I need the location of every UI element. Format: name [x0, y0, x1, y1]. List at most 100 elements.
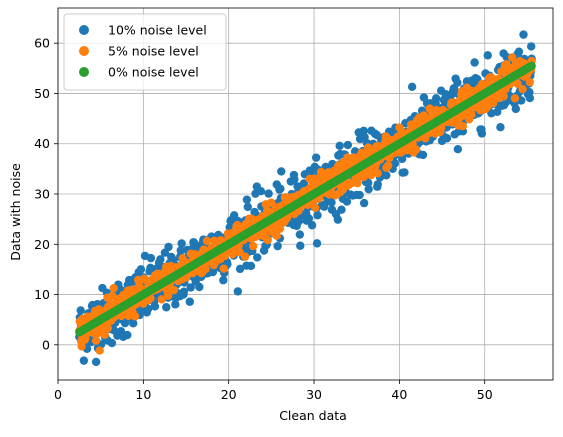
data-point	[186, 283, 195, 292]
data-point	[164, 242, 173, 252]
data-point	[76, 306, 85, 315]
y-tick-label: 0	[42, 337, 50, 352]
data-point	[442, 134, 452, 143]
points	[75, 30, 536, 367]
legend-marker	[79, 67, 89, 77]
data-point	[79, 356, 89, 365]
data-point	[177, 239, 186, 248]
data-point	[264, 189, 273, 198]
data-point	[390, 159, 400, 168]
data-point	[383, 161, 393, 170]
data-point	[157, 295, 166, 304]
y-tick-label: 60	[34, 36, 50, 51]
data-point	[359, 126, 368, 136]
y-tick-label: 20	[34, 237, 50, 252]
data-point	[359, 198, 369, 208]
data-point	[100, 330, 109, 339]
data-point	[311, 153, 321, 162]
data-point	[169, 285, 179, 295]
data-point	[246, 261, 256, 271]
data-point	[527, 42, 536, 51]
data-point	[240, 252, 250, 261]
legend-marker	[79, 46, 89, 56]
data-point	[525, 77, 535, 87]
data-point	[343, 140, 353, 150]
data-point	[496, 122, 505, 132]
data-point	[179, 287, 189, 296]
data-point	[95, 346, 104, 355]
data-point	[163, 291, 173, 300]
data-point	[364, 184, 373, 194]
y-tick-label: 10	[34, 287, 50, 302]
data-point	[510, 94, 520, 103]
legend-label: 10% noise level	[108, 23, 207, 38]
data-point	[228, 249, 238, 259]
data-point	[150, 302, 160, 311]
data-point	[296, 241, 305, 250]
data-point	[418, 150, 428, 160]
y-tick-label: 40	[34, 136, 50, 151]
data-point	[382, 171, 391, 180]
legend-label: 5% noise level	[108, 44, 199, 59]
legend-box	[63, 13, 227, 91]
data-point	[502, 60, 511, 69]
data-point	[373, 180, 382, 189]
data-point	[483, 51, 492, 60]
data-point	[407, 82, 417, 92]
data-point	[373, 169, 382, 178]
data-point	[335, 141, 344, 151]
x-tick-label: 20	[221, 387, 237, 402]
data-point	[220, 251, 229, 261]
data-point	[243, 202, 252, 212]
data-point	[273, 241, 282, 251]
data-point	[136, 265, 146, 274]
x-tick-label: 10	[135, 387, 151, 402]
legend-label: 0% noise level	[108, 65, 199, 80]
data-point	[342, 197, 352, 206]
x-axis-label: Clean data	[279, 408, 347, 423]
data-point	[277, 167, 286, 176]
data-point	[109, 283, 118, 293]
data-point	[499, 92, 508, 101]
data-point	[519, 30, 528, 39]
legend-marker	[79, 25, 89, 35]
data-point	[400, 168, 409, 177]
data-point	[202, 236, 212, 246]
data-point	[312, 239, 322, 248]
data-point	[477, 129, 487, 138]
data-point	[333, 215, 343, 224]
data-point	[431, 94, 441, 103]
data-point	[295, 230, 305, 239]
data-point	[91, 336, 101, 345]
data-point	[130, 312, 140, 321]
data-point	[299, 179, 309, 188]
data-point	[91, 357, 101, 367]
data-point	[219, 264, 228, 273]
data-point	[467, 110, 476, 119]
data-point	[525, 93, 535, 103]
data-point	[233, 287, 243, 296]
data-point	[156, 255, 165, 264]
data-point	[385, 153, 394, 163]
data-point	[470, 58, 479, 67]
data-point	[253, 253, 262, 262]
series-2	[75, 61, 536, 337]
data-point	[249, 241, 258, 251]
data-point	[453, 78, 462, 87]
data-point	[397, 154, 407, 164]
data-point	[263, 235, 272, 245]
data-point	[517, 96, 526, 105]
data-point	[514, 47, 524, 56]
data-point	[276, 184, 285, 193]
data-point	[176, 246, 185, 255]
x-tick-label: 0	[54, 387, 62, 402]
y-tick-label: 50	[34, 86, 50, 101]
data-point	[290, 175, 299, 184]
data-point	[171, 300, 180, 309]
data-point	[256, 187, 266, 196]
data-point	[304, 214, 314, 223]
data-point	[77, 342, 86, 351]
data-point	[307, 221, 317, 230]
